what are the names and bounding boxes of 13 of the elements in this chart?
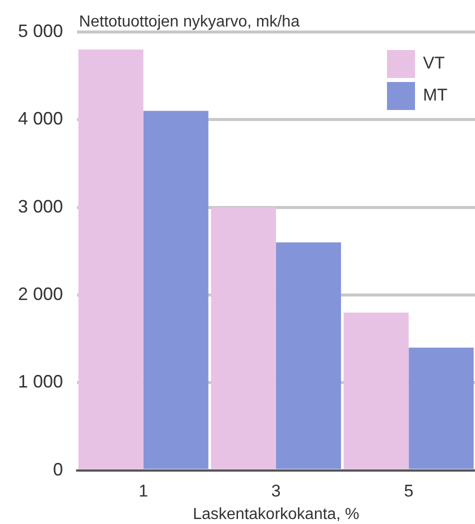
y-tick-label: 0: [53, 459, 64, 480]
y-tick-label: 5 000: [18, 20, 64, 41]
x-axis-title: Laskentakorkokanta, %: [192, 506, 360, 523]
y-tick-label: 2 000: [18, 284, 64, 304]
legend-label: VT: [423, 54, 445, 73]
y-tick-label: 4 000: [18, 108, 64, 129]
x-tick-label: 1: [138, 481, 148, 500]
y-tick-label: 3 000: [18, 196, 64, 216]
x-tick-label: 3: [271, 481, 281, 500]
legend-label: MT: [423, 86, 448, 105]
y-tick-label: 1 000: [18, 372, 64, 392]
y-axis-title: Nettotuottojen nykyarvo, mk/ha: [79, 13, 300, 30]
x-tick-label: 5: [404, 481, 414, 500]
